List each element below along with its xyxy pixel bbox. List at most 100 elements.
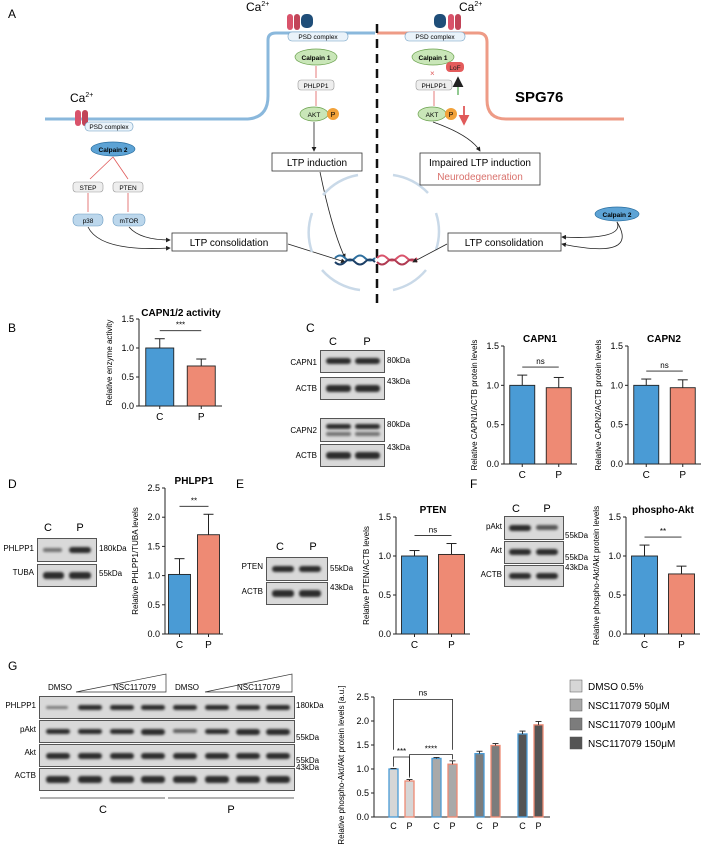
x-tick-label: C [156, 412, 163, 423]
nucleus-outline [307, 173, 441, 292]
bar [669, 387, 696, 465]
y-tick-label: 0.0 [486, 459, 499, 469]
blot-f-kda-1: 55kDa [565, 531, 589, 540]
blot-g-phlpp1 [39, 696, 295, 719]
gradient-wedge-1 [75, 673, 167, 693]
calpain2-label-left: Calpain 2 [99, 147, 128, 154]
ltp-consolidation-box-left [171, 232, 288, 252]
x-tick-label: P [679, 470, 686, 481]
blot-g-row-actb: ACTB [15, 771, 36, 780]
significance-label: *** [397, 747, 406, 756]
significance-label: *** [176, 321, 185, 330]
significance-label: ns [660, 361, 668, 370]
blot-d-tuba [37, 564, 97, 587]
y-tick-label: 1.0 [608, 551, 621, 561]
chart-c-capn2: 0.0 0.5 1.0 1.5 CAPN2 Relative CAPN2/ACTB pro… [594, 334, 701, 481]
y-tick-label: 1.0 [486, 380, 499, 390]
blot-c-actb2 [320, 444, 385, 467]
legend-label-50: NSC117079 50μM [588, 701, 670, 712]
arrow [128, 226, 171, 243]
spg76-label: SPG76 [515, 89, 563, 106]
blot-e-kda-1: 55kDa [330, 564, 354, 573]
ca-label-left-low: Ca2+ [70, 91, 93, 105]
blot-g-kda-1: 180kDa [296, 701, 324, 710]
y-tick-label: 1.5 [608, 512, 621, 522]
y-tick-label: 0.5 [121, 372, 134, 382]
panel-d-letter: D [8, 477, 17, 491]
blot-g-compound-2: NSC117079 [237, 683, 281, 692]
blot-d-phlpp1 [37, 538, 97, 562]
p38-box [72, 213, 104, 227]
x-tick-label: C [176, 640, 183, 651]
y-axis-label: Relative PTEN/ACTB levels [362, 526, 371, 625]
blot-c-kda-4: 43kDa [387, 443, 411, 452]
phospho-label-right: P [449, 112, 454, 119]
psd-label-top-left: PSD complex [298, 34, 338, 41]
inhibit-line [112, 156, 129, 180]
blot-d-lane-p: P [76, 522, 83, 534]
significance-label: ns [536, 357, 544, 366]
lof-label: LoF [449, 65, 460, 72]
legend-swatch-50 [569, 698, 583, 712]
y-tick-label: 0.0 [121, 401, 134, 411]
blot-g-pakt [39, 720, 295, 743]
blot-d-row-tuba: TUBA [13, 568, 35, 577]
psd-label-left: PSD complex [89, 124, 129, 131]
bar [197, 534, 220, 635]
significance-label: ns [429, 526, 437, 535]
y-tick-label: 1.0 [378, 551, 391, 561]
blot-e-kda-2: 43kDa [330, 583, 354, 592]
y-tick-label: 1.5 [147, 541, 160, 551]
ltp-consolidation-label-left: LTP consolidation [190, 238, 269, 249]
y-tick-label: 1.0 [610, 380, 623, 390]
blot-f-lane-p: P [543, 503, 550, 515]
phlpp1-label-left: PHLPP1 [304, 83, 329, 90]
psd-box-right [404, 31, 466, 42]
legend-swatch-100 [569, 717, 583, 731]
membrane-left [45, 31, 375, 121]
blot-c-lane-c: C [329, 336, 337, 348]
arrow [87, 226, 171, 251]
blot-e-lane-c: C [276, 541, 284, 553]
y-tick-label: 0.5 [486, 420, 499, 430]
legend-label-100: NSC117079 100μM [588, 720, 675, 731]
chart-g: 0.0 0.5 1.0 1.5 2.0 2.5 Relative phospho-Akt/A… [337, 685, 550, 845]
y-tick-label: 0.5 [610, 420, 623, 430]
calpain2-label-right: Calpain 2 [603, 212, 632, 219]
blot-g-actb [39, 768, 295, 791]
psd-label-right: PSD complex [415, 34, 455, 41]
blot-g-kda-4: 43kDa [296, 763, 320, 772]
phospho-icon-right [445, 108, 457, 120]
y-tick-label: 2.5 [356, 692, 369, 702]
calpain2-node-left [90, 141, 136, 157]
chart-title: PTEN [420, 505, 447, 516]
panel-e-letter: E [236, 477, 244, 491]
akt-label-left: AKT [308, 112, 321, 119]
bar [474, 752, 485, 818]
bar [438, 553, 465, 635]
y-tick-label: 0.5 [378, 590, 391, 600]
y-tick-label: 1.0 [356, 764, 369, 774]
legend-label-150: NSC117079 150μM [588, 739, 675, 750]
y-axis-label: Relative PHLPP1/TUBA levels [131, 507, 140, 615]
y-tick-label: 1.0 [147, 571, 160, 581]
phlpp1-label-right: PHLPP1 [422, 83, 447, 90]
pten-box-a [112, 181, 144, 193]
chart-f: 0.0 0.5 1.0 1.5 phospho-Akt Relative phospho-… [592, 505, 700, 651]
blot-g-dmso-1: DMSO [48, 683, 72, 692]
x-tick-label: C [433, 821, 440, 831]
dna-icon [334, 254, 418, 266]
x-tick-label: C [411, 640, 418, 651]
blot-c-capn1 [320, 350, 385, 373]
blot-c-kda-2: 43kDa [387, 377, 411, 386]
psd-box-top-left [287, 31, 349, 42]
chart-title: CAPN2 [647, 334, 681, 345]
x-tick-label: P [678, 640, 685, 651]
blot-f-row-akt: Akt [490, 546, 502, 555]
y-tick-label: 0.0 [356, 812, 369, 822]
blot-g-kda-2: 55kDa [296, 733, 320, 742]
significance-bracket [393, 699, 453, 750]
impaired-box [419, 152, 541, 186]
gradient-wedge-2 [204, 673, 293, 693]
step-box [72, 181, 104, 193]
